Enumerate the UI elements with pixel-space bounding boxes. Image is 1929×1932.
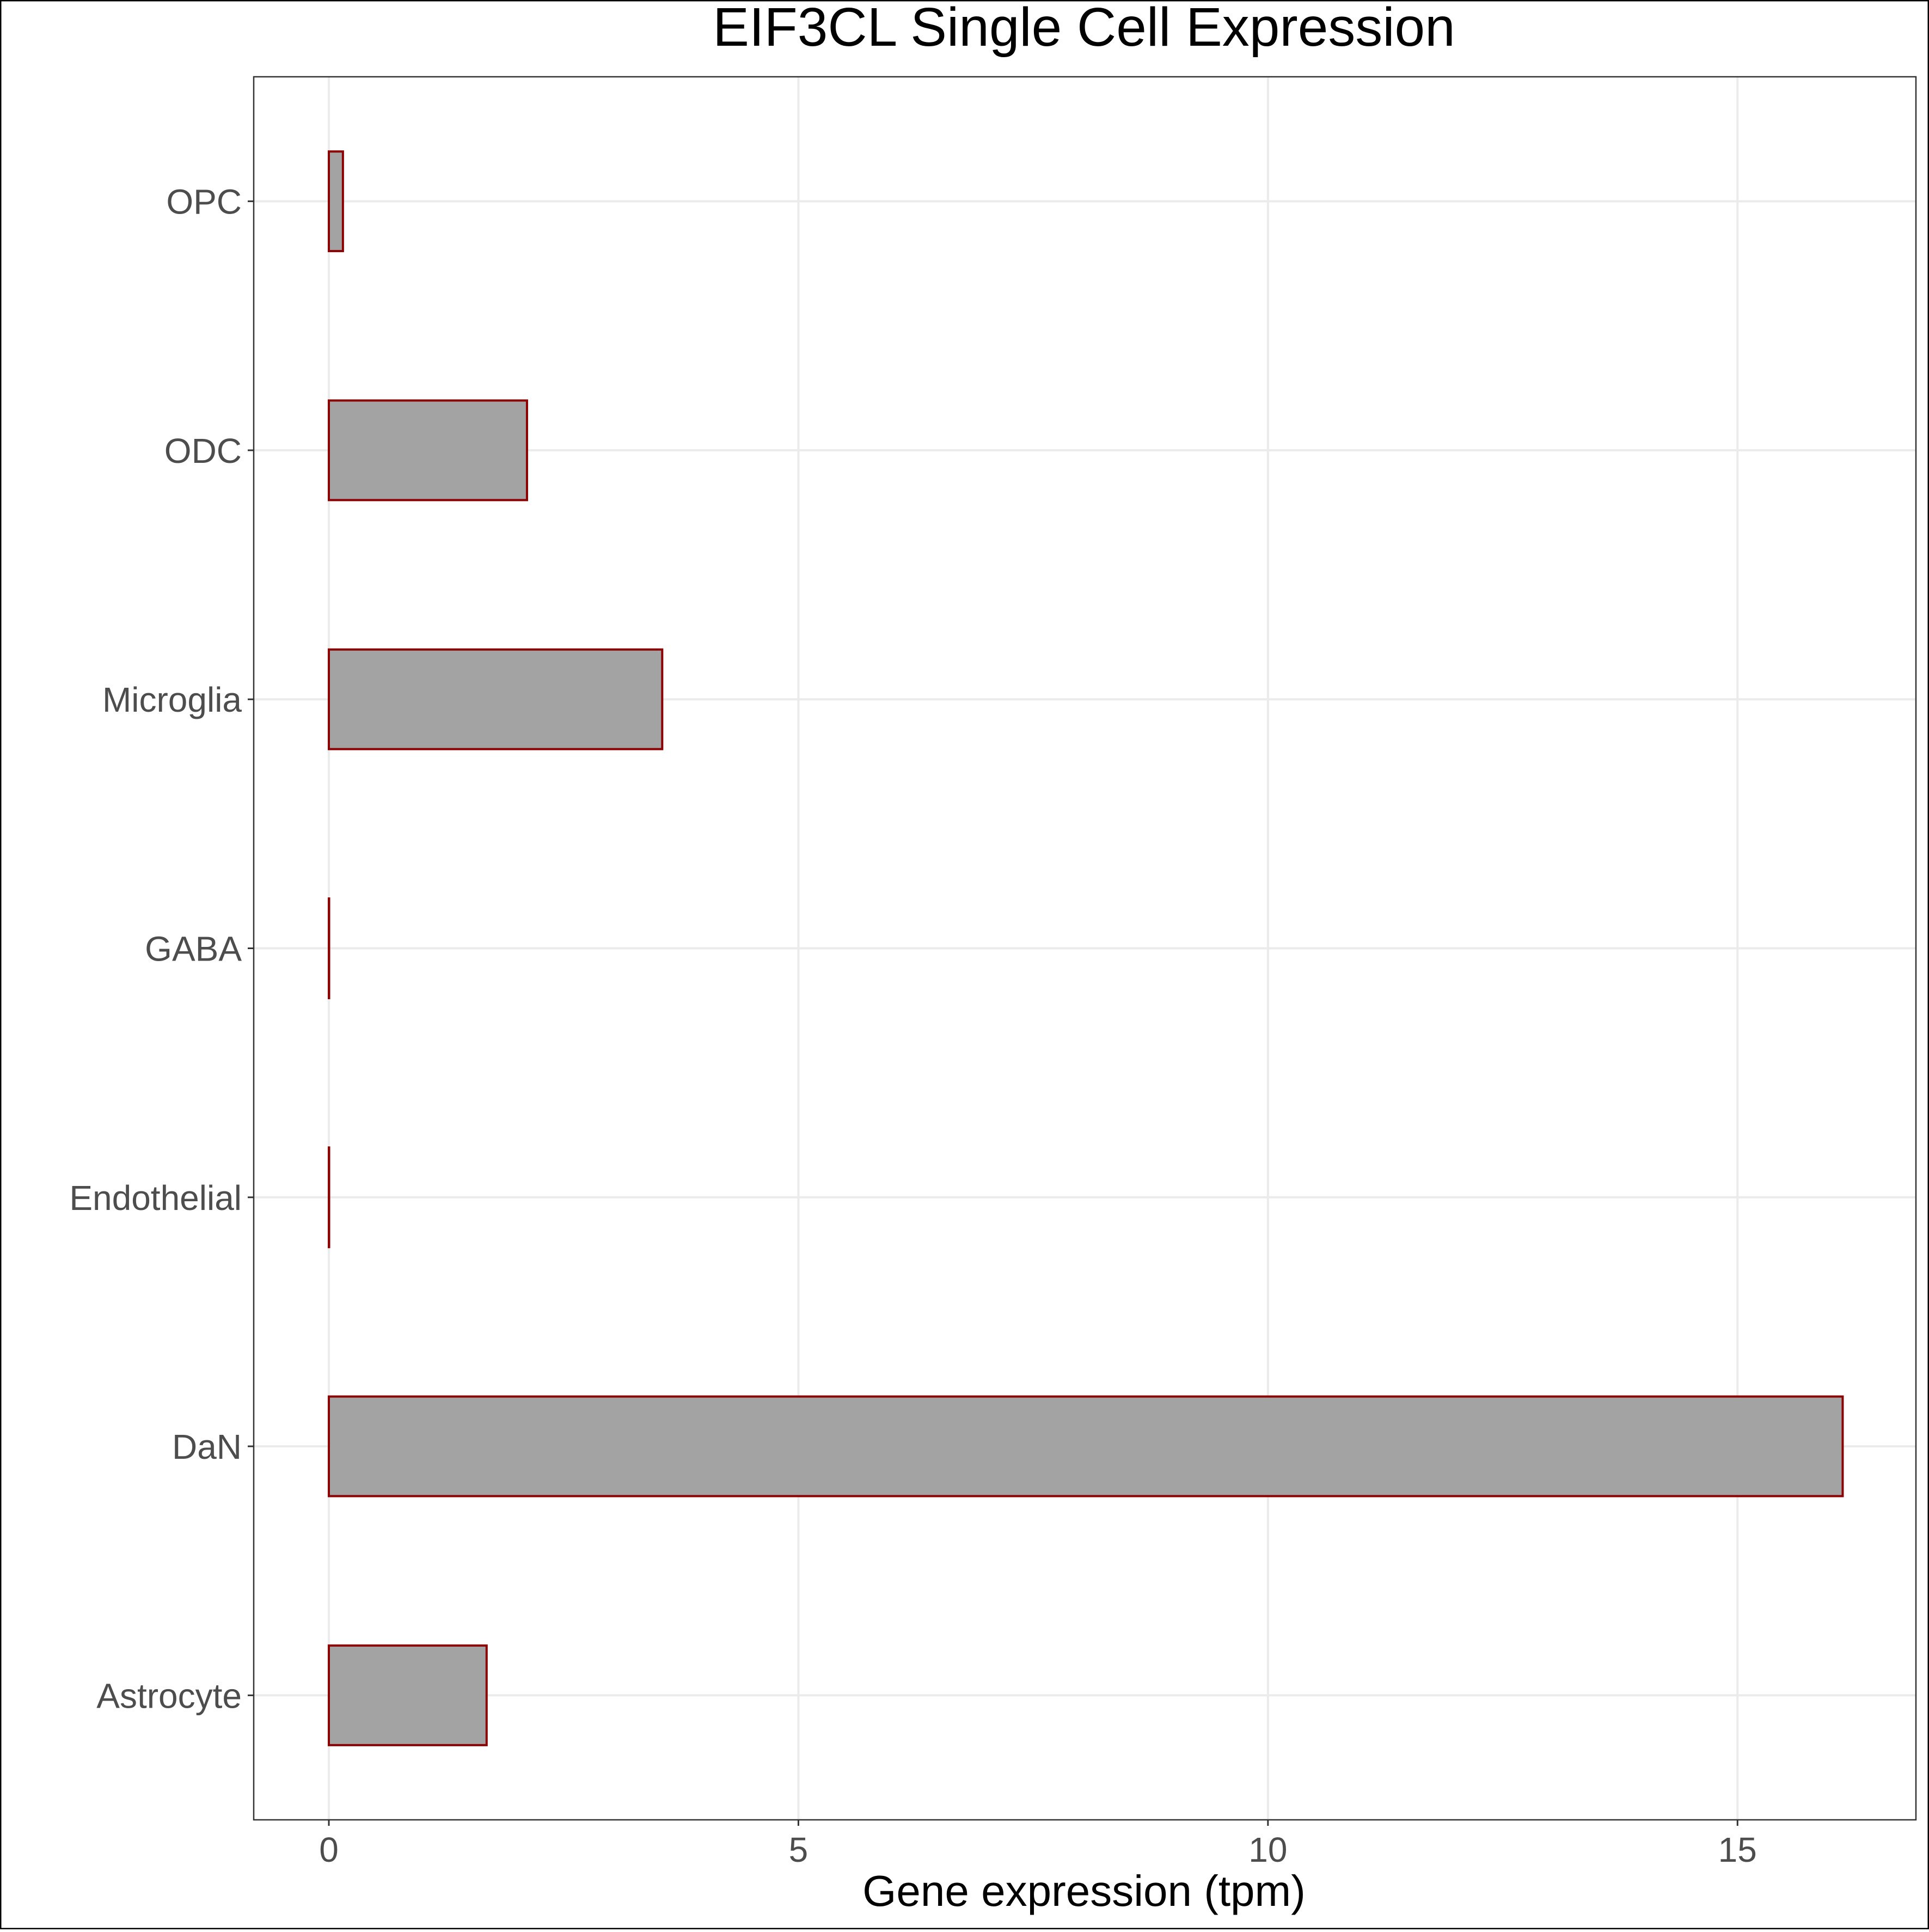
bar-opc (327, 150, 344, 253)
bars (327, 150, 1844, 1746)
y-tick-label: OPC (166, 182, 242, 222)
y-tick-label: GABA (145, 930, 242, 969)
x-tick-label: 0 (319, 1830, 339, 1869)
x-tick-labels: 0 5 10 15 (319, 1820, 1757, 1869)
y-tick-label: ODC (164, 431, 242, 470)
chart-title: EIF3CL Single Cell Expression (713, 0, 1455, 58)
x-tick-label: 5 (789, 1830, 809, 1869)
bar-odc (327, 399, 528, 502)
y-tick-label: Astrocyte (96, 1676, 242, 1715)
bar-astrocyte (327, 1644, 488, 1746)
bar-dan (327, 1395, 1844, 1497)
y-tick-labels: Astrocyte DaN Endothelial GABA Microglia ODC O… (69, 182, 254, 1715)
x-tick-label: 10 (1248, 1830, 1287, 1869)
y-tick-label: Endothelial (69, 1178, 242, 1218)
y-tick-label: DaN (172, 1427, 242, 1466)
x-tick-label: 15 (1718, 1830, 1757, 1869)
x-axis-label: Gene expression (tpm) (862, 1867, 1306, 1915)
bar-microglia (327, 648, 664, 750)
y-tick-label: Microglia (102, 680, 242, 719)
